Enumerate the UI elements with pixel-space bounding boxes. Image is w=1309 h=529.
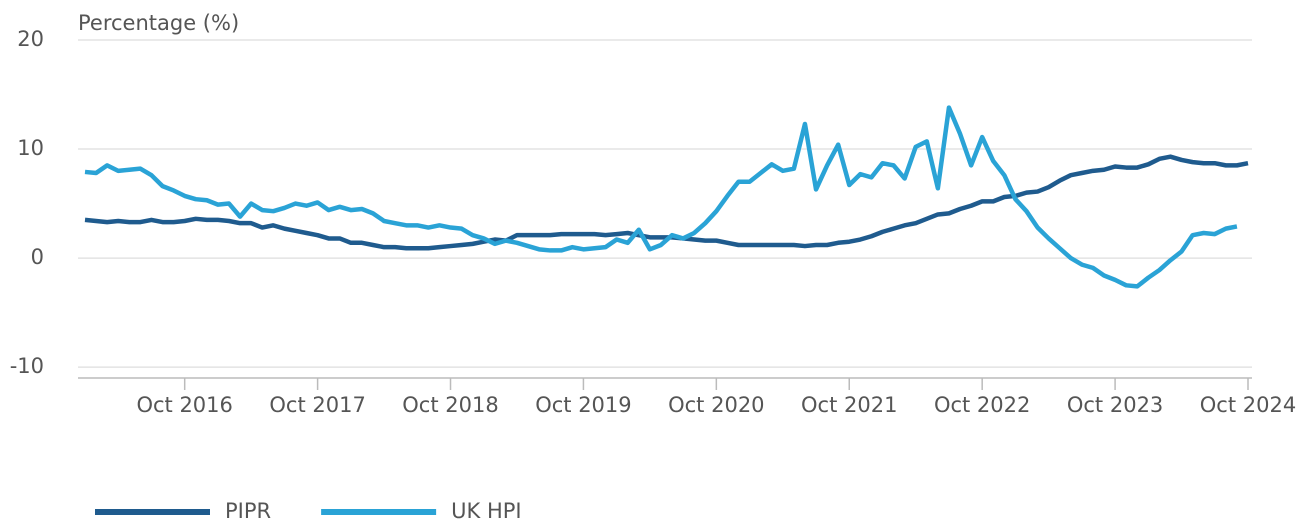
series-line [84, 105, 1238, 289]
legend-label: UK HPI [451, 499, 521, 523]
x-tick-label: Oct 2024 [1200, 393, 1296, 417]
x-tick-label: Oct 2018 [402, 393, 498, 417]
x-tick-label: Oct 2020 [668, 393, 764, 417]
y-tick-label: 20 [17, 27, 44, 51]
series-line [84, 154, 1249, 251]
y-tick-label: 0 [31, 245, 44, 269]
y-tick-label: 10 [17, 136, 44, 160]
x-tick-label: Oct 2021 [801, 393, 897, 417]
x-tick-label: Oct 2019 [535, 393, 631, 417]
x-tick-label: Oct 2016 [136, 393, 232, 417]
axis-title: Percentage (%) [78, 11, 239, 35]
legend-label: PIPR [225, 499, 271, 523]
y-tick-label: -10 [10, 354, 44, 378]
x-tick-label: Oct 2023 [1067, 393, 1163, 417]
x-tick-label: Oct 2022 [934, 393, 1030, 417]
x-tick-label: Oct 2017 [269, 393, 365, 417]
